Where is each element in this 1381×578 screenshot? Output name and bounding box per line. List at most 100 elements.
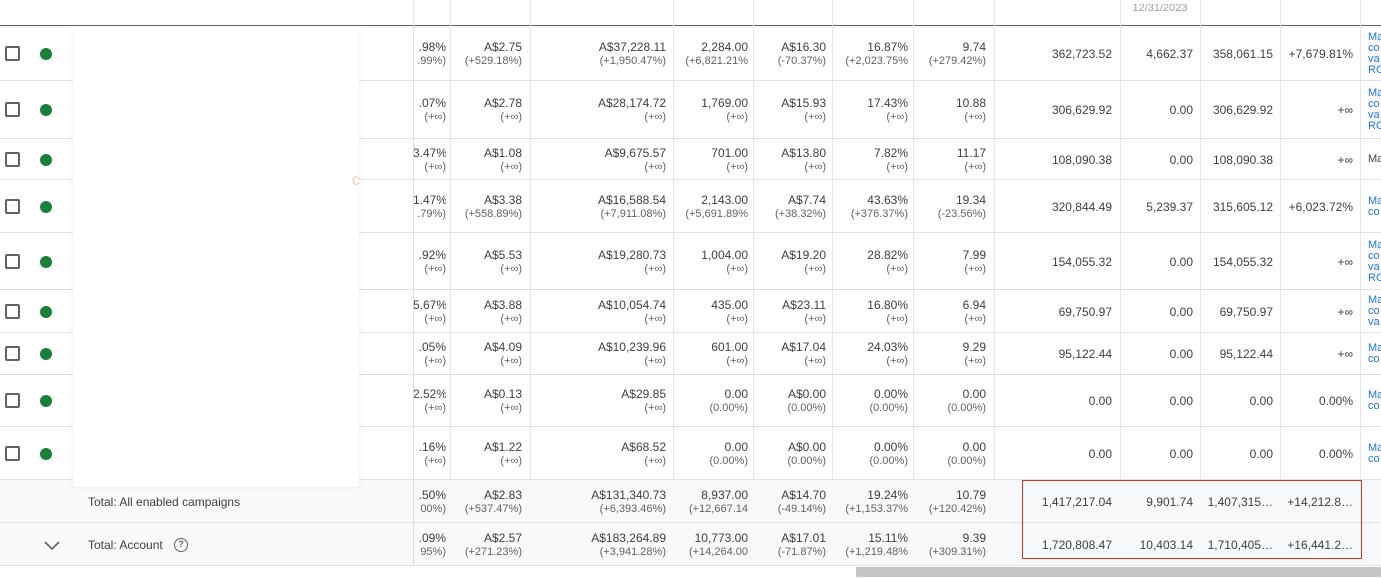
value-cell-v4: +∞ bbox=[1337, 152, 1353, 167]
bid-strategy-link-line[interactable]: RO bbox=[1368, 271, 1381, 284]
metric-cell-c2-value: A$3.88 bbox=[483, 297, 522, 312]
horizontal-scrollbar-thumb[interactable] bbox=[856, 567, 1381, 577]
metric-cell-c7-value: 19.34 bbox=[955, 192, 986, 207]
metric-cell-c4-change: (+∞) bbox=[726, 111, 748, 123]
bid-strategy-link[interactable]: Ma co bbox=[1368, 390, 1381, 412]
row-checkbox[interactable] bbox=[5, 393, 20, 408]
bid-strategy-link-line[interactable]: co bbox=[1368, 305, 1380, 317]
row-checkbox[interactable] bbox=[5, 151, 20, 167]
bid-strategy-link-line[interactable]: Ma bbox=[1368, 295, 1381, 306]
bid-strategy-link-line[interactable]: Ma bbox=[1368, 442, 1381, 454]
total-metric-cell-c1-value: .09% bbox=[418, 530, 446, 545]
bid-strategy-link[interactable]: Ma co va bbox=[1368, 295, 1381, 328]
total-metric-cell-c5-value: A$14.70 bbox=[781, 487, 826, 502]
metric-cell-c1: .92% (+∞) bbox=[413, 248, 446, 276]
metric-cell-c6-value: 7.82% bbox=[873, 145, 908, 160]
bid-strategy-link-line[interactable]: Ma bbox=[1368, 343, 1381, 354]
metric-cell-c2-change: (+558.89%) bbox=[464, 207, 522, 220]
value-cell-v1: 320,844.49 bbox=[1051, 199, 1112, 214]
metric-cell-c5: A$0.00 (0.00%) bbox=[754, 387, 826, 415]
metric-cell-c7-change: (0.00%) bbox=[947, 402, 986, 414]
bid-strategy-link[interactable]: Ma bbox=[1368, 154, 1381, 165]
total-metric-cell-c5-value: A$17.01 bbox=[781, 530, 826, 545]
bid-strategy-link-line[interactable]: Ma bbox=[1368, 390, 1381, 401]
table-row[interactable] bbox=[0, 139, 1381, 180]
help-icon[interactable]: ? bbox=[174, 537, 188, 552]
metric-cell-c7-change: (-23.56%) bbox=[937, 207, 986, 220]
bid-strategy-link-line[interactable]: co bbox=[1368, 249, 1380, 262]
bid-strategy-link-line[interactable]: co bbox=[1368, 353, 1380, 365]
metric-cell-c4-value: 435.00 bbox=[711, 297, 748, 312]
row-checkbox[interactable] bbox=[5, 445, 20, 461]
metric-cell-c2-change: (+∞) bbox=[500, 160, 522, 173]
metric-cell-c5-change: (0.00%) bbox=[787, 454, 826, 467]
total-metric-cell-c3: A$183,264.89 (+3,941.28%) bbox=[531, 531, 666, 559]
status-enabled-icon bbox=[40, 447, 52, 460]
metric-cell-c1-change: (+∞) bbox=[424, 262, 446, 275]
metric-cell-c5: A$7.74 (+38.32%) bbox=[754, 193, 826, 221]
bid-strategy-link-line[interactable]: Ma bbox=[1368, 195, 1381, 207]
bid-strategy-link-line[interactable]: co bbox=[1368, 205, 1380, 218]
row-checkbox[interactable] bbox=[5, 45, 20, 61]
metric-cell-c2-change: (+∞) bbox=[500, 262, 522, 275]
bid-strategy-link-line[interactable]: co bbox=[1368, 98, 1380, 110]
status-enabled-icon bbox=[40, 305, 52, 318]
total-metric-cell-c2-value: A$2.83 bbox=[483, 487, 522, 502]
value-cell-v3: 358,061.15 bbox=[1212, 46, 1273, 61]
row-checkbox[interactable] bbox=[5, 303, 20, 319]
bid-strategy-link[interactable]: Ma co va RO bbox=[1368, 88, 1381, 132]
bid-strategy-link-line[interactable]: Ma bbox=[1368, 154, 1381, 165]
total-metric-cell-c7-value: 10.79 bbox=[955, 487, 986, 502]
bid-strategy-link[interactable]: Ma co va RO bbox=[1368, 32, 1381, 76]
metric-cell-c5-change: (+∞) bbox=[804, 355, 826, 367]
metric-cell-c6-value: 0.00% bbox=[873, 387, 908, 401]
bid-strategy-link[interactable]: Ma co bbox=[1368, 443, 1381, 465]
row-checkbox[interactable] bbox=[5, 102, 20, 117]
bid-strategy-link-line[interactable]: Ma bbox=[1368, 239, 1381, 251]
table-row[interactable] bbox=[0, 81, 1381, 139]
metric-cell-c2: A$3.38 (+558.89%) bbox=[452, 193, 522, 221]
value-cell-v3: 306,629.92 bbox=[1212, 103, 1273, 117]
bid-strategy-link-line[interactable]: Ma bbox=[1368, 31, 1381, 43]
bid-strategy-link[interactable]: Ma co bbox=[1368, 196, 1381, 218]
metric-cell-c1-value: 3.47% bbox=[413, 145, 446, 160]
metric-cell-c1: 2.52% (+∞) bbox=[413, 387, 446, 415]
table-row[interactable] bbox=[0, 290, 1381, 333]
total-metric-cell-c4-value: 8,937.00 bbox=[701, 487, 748, 502]
row-checkbox[interactable] bbox=[5, 346, 20, 361]
metric-cell-c3-change: (+∞) bbox=[644, 402, 666, 414]
bid-strategy-link-line[interactable]: RO bbox=[1368, 120, 1381, 132]
row-checkbox[interactable] bbox=[5, 198, 20, 214]
table-row[interactable] bbox=[0, 375, 1381, 427]
metric-cell-c7-change: (+∞) bbox=[964, 111, 986, 123]
table-row[interactable] bbox=[0, 233, 1381, 290]
bid-strategy-link-line[interactable]: co bbox=[1368, 452, 1380, 465]
table-row[interactable] bbox=[0, 427, 1381, 480]
metric-cell-c2-change: (+∞) bbox=[500, 402, 522, 414]
bid-strategy-link[interactable]: Ma co va RO bbox=[1368, 240, 1381, 284]
bid-strategy-link-line[interactable]: va bbox=[1368, 316, 1380, 328]
metric-cell-c3: A$29.85 (+∞) bbox=[531, 387, 666, 415]
table-row[interactable] bbox=[0, 180, 1381, 233]
bid-strategy-link[interactable]: Ma co bbox=[1368, 343, 1381, 365]
bid-strategy-link-line[interactable]: va bbox=[1368, 109, 1380, 121]
column-divider bbox=[1200, 0, 1201, 566]
total-metric-cell-c2-change: (+271.23%) bbox=[464, 545, 522, 558]
metric-cell-c5-change: (+∞) bbox=[804, 312, 826, 325]
bid-strategy-link-line[interactable]: co bbox=[1368, 400, 1380, 412]
chevron-down-icon[interactable] bbox=[42, 535, 62, 555]
total-metric-cell-c6-change: (+1,153.37% bbox=[845, 502, 908, 515]
metric-cell-c7: 10.88 (+∞) bbox=[914, 96, 986, 124]
bid-strategy-link-line[interactable]: Ma bbox=[1368, 88, 1381, 99]
total-value-cell-v2: 10,403.14 bbox=[1139, 537, 1193, 552]
bid-strategy-link-line[interactable]: va bbox=[1368, 52, 1380, 65]
bid-strategy-link-line[interactable]: RO bbox=[1368, 63, 1381, 76]
metric-cell-c3: A$19,280.73 (+∞) bbox=[531, 248, 666, 276]
metric-cell-c2: A$1.22 (+∞) bbox=[452, 440, 522, 468]
table-row[interactable] bbox=[0, 26, 1381, 81]
table-row[interactable] bbox=[0, 333, 1381, 375]
row-checkbox[interactable] bbox=[5, 253, 20, 269]
bid-strategy-link-line[interactable]: va bbox=[1368, 260, 1380, 273]
bid-strategy-link-line[interactable]: co bbox=[1368, 41, 1380, 54]
metric-cell-c6: 24.03% (+∞) bbox=[833, 340, 908, 368]
